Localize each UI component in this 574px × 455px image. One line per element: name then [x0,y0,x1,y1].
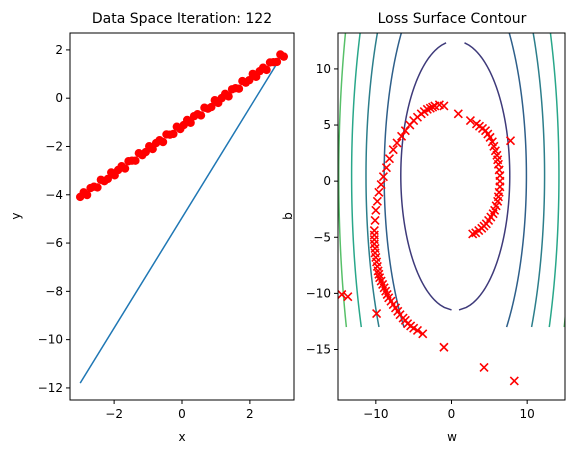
y-tick-label: −5 [313,230,331,244]
trajectory-marker [370,215,380,225]
y-tick-label: −2 [45,139,63,153]
y-tick-label: 10 [316,62,331,76]
trajectory-marker [422,104,432,114]
trajectory-marker [372,196,382,206]
y-tick-label: 2 [55,43,63,57]
data-point [82,190,92,200]
trajectory-marker [485,132,495,142]
data-point [103,174,112,184]
trajectory-marker [479,362,489,373]
trajectory-marker [343,292,353,302]
contour-level [338,33,565,328]
trajectory-marker [439,101,449,111]
trajectory-marker [439,342,449,352]
contour-level [400,42,511,311]
right-x-axis-label: w [447,430,457,444]
data-point [272,57,282,67]
data-point [245,75,254,85]
trajectory-marker [396,131,407,141]
x-tick-label: 10 [520,407,535,421]
y-tick-label: −10 [38,333,63,347]
left-x-ticks: −2 0 2 [105,400,254,421]
x-tick-label: −2 [105,407,123,421]
right-x-ticks: −10 0 10 [363,400,535,421]
data-point [158,137,168,147]
contour-level [350,33,560,328]
x-tick-label: −10 [363,407,388,421]
trajectory-marker [372,309,382,319]
y-tick-label: 0 [323,174,331,188]
trajectory-marker [374,187,384,197]
y-tick-label: −8 [45,284,63,298]
y-tick-label: −6 [45,236,63,250]
data-point [224,92,233,101]
fit-line [79,51,285,384]
left-panel: Data Space Iteration: 122 −2 0 2 −12−10−8−… [9,11,295,444]
contour-level [383,33,528,328]
trajectory-marker [418,329,428,339]
x-tick-label: 2 [246,407,254,421]
trajectory-marker [378,172,388,182]
trajectory-marker [376,179,386,190]
trajectory-marker [505,136,516,146]
contour-level [328,33,574,327]
data-point [207,102,216,112]
y-tick-label: −12 [38,381,63,395]
trajectory-marker [425,103,435,113]
data-point [131,156,140,165]
trajectory-marker [374,269,384,279]
x-tick-label: 0 [178,407,186,421]
trajectory-marker [369,225,379,236]
left-x-axis-label: x [178,430,185,444]
trajectory-marker [509,376,519,386]
data-point [196,111,206,120]
left-y-ticks: −12 −10 −8 −6 −4 −2 0 2 [38,43,70,395]
trajectory-marker [465,115,475,126]
y-tick-label: −4 [45,188,63,202]
right-y-axis-label: b [281,212,295,220]
right-y-ticks: −15 −10 −5 0 5 10 [306,62,338,356]
trajectory-marker [381,163,391,173]
right-chart-title: Loss Surface Contour [378,11,527,27]
data-point [120,164,130,173]
trajectory-marker [338,289,347,300]
trajectory-marker [388,145,398,155]
y-tick-label: 0 [55,91,63,105]
trajectory-marker [375,273,385,283]
y-tick-label: −15 [306,342,331,356]
trajectory-marker [371,205,381,215]
right-panel: Loss Surface Contour −10 0 10 −15 −10 −5 0 5 10… [281,11,574,444]
left-chart-title: Data Space Iteration: 122 [92,11,272,27]
data-point [262,65,271,75]
x-tick-label: 0 [448,407,456,421]
trajectory-marker [384,154,395,164]
trajectory-marker [468,229,478,239]
data-point [234,84,244,93]
trajectory-marker [471,228,481,238]
y-tick-label: −10 [306,286,331,300]
contour-level [365,33,546,328]
data-point [279,52,289,61]
trajectory-marker [392,138,402,148]
data-point [186,118,195,127]
data-point [169,129,178,139]
y-tick-label: 5 [323,118,331,132]
trajectory-marker [428,102,438,112]
trajectory-marker [453,109,463,119]
left-plot-area [75,50,289,384]
left-y-axis-label: y [9,212,23,219]
right-plot-area [328,33,574,386]
data-point [93,183,102,192]
